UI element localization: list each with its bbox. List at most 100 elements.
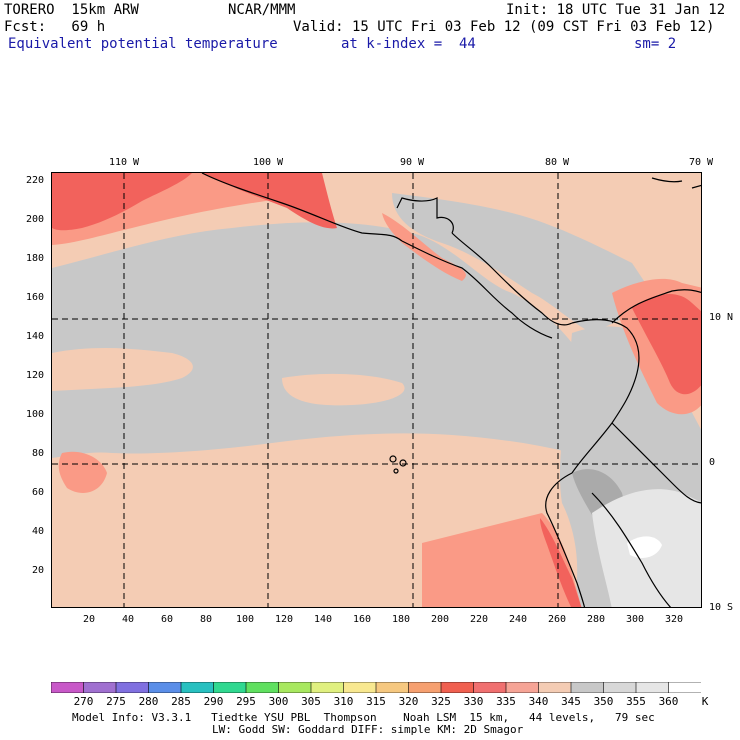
colorbar-label: 340: [528, 695, 549, 708]
theta-e-field-map: [52, 173, 701, 607]
colorbar-label: 355: [626, 695, 646, 708]
init-time: Init: 18 UTC Tue 31 Jan 12: [506, 2, 726, 18]
lon-label-80w: 80 W: [544, 157, 570, 168]
colorbar-swatch: [213, 682, 247, 693]
colorbar-label: 275: [106, 695, 126, 708]
salmon-peru-coast: [422, 513, 582, 607]
colorbar-label: 305: [301, 695, 321, 708]
lon-label-70w: 70 W: [688, 157, 714, 168]
colorbar-swatch: [278, 682, 312, 693]
lat-label-10n: 10 N: [709, 312, 734, 323]
colorbar-swatch: [375, 682, 410, 693]
colorbar-label: 350: [593, 695, 614, 708]
lat-lon-grid: [52, 173, 701, 607]
coast-yucatan: [396, 197, 454, 234]
colorbar-swatch: [538, 682, 572, 693]
colorbar-swatch: [51, 682, 85, 693]
x-tick-60: 60: [160, 614, 174, 625]
colorbar-label: 330: [463, 695, 484, 708]
x-tick-220: 220: [469, 614, 489, 625]
colorbar-label: 325: [431, 695, 451, 708]
colorbar-label: 315: [366, 695, 386, 708]
tan-patch-west: [52, 348, 193, 391]
colorbar-label: 270: [73, 695, 94, 708]
x-tick-240: 240: [508, 614, 528, 625]
field-name: Equivalent potential temperature: [8, 36, 278, 52]
colorbar-label: 300: [268, 695, 289, 708]
coast-venezuela: [611, 289, 701, 324]
x-tick-100: 100: [235, 614, 255, 625]
x-tick-300: 300: [625, 614, 645, 625]
colorbar-swatch: [115, 682, 150, 693]
colorbar-swatch: [83, 682, 117, 693]
y-tick-80: 80: [31, 448, 44, 459]
coast-central-america: [401, 240, 553, 339]
coast-mexico: [201, 173, 403, 242]
colorbar-label: 280: [138, 695, 159, 708]
salmon-southwest: [58, 451, 107, 493]
colorbar-swatch: [180, 682, 215, 693]
red-northwest: [52, 173, 192, 231]
y-tick-220: 220: [25, 175, 44, 186]
y-tick-120: 120: [25, 370, 44, 381]
colorbar-swatch: [505, 682, 540, 693]
y-tick-160: 160: [25, 292, 44, 303]
colorbar-swatch: [570, 682, 605, 693]
lon-label-110w: 110 W: [108, 157, 140, 168]
model-info-line1: Model Info: V3.3.1 Tiedtke YSU PBL Thomp…: [72, 711, 655, 724]
organization-label: NCAR/MMM: [228, 2, 296, 18]
y-tick-200: 200: [25, 214, 44, 225]
colorbar-label: 360: [658, 695, 679, 708]
map-panel: [51, 172, 702, 608]
colorbar-swatch: [473, 682, 507, 693]
model-title: TORERO 15km ARW: [4, 2, 139, 18]
x-tick-20: 20: [82, 614, 96, 625]
colorbar-label: 295: [236, 695, 256, 708]
salmon-ca-coast: [382, 213, 466, 281]
coast-caribbean-islands: [651, 177, 701, 189]
colorbar-swatch: [343, 682, 377, 693]
y-tick-60: 60: [31, 487, 44, 498]
colorbar-label: 345: [561, 695, 581, 708]
x-tick-200: 200: [430, 614, 450, 625]
valid-time: Valid: 15 UTC Fri 03 Feb 12 (09 CST Fri …: [293, 19, 715, 35]
lat-label-10s: 10 S: [709, 602, 734, 613]
colorbar: [51, 682, 701, 693]
forecast-hour: Fcst: 69 h: [4, 19, 106, 35]
x-tick-140: 140: [313, 614, 333, 625]
gray-central-america: [392, 193, 652, 333]
x-tick-260: 260: [547, 614, 567, 625]
y-tick-140: 140: [25, 331, 44, 342]
colorbar-label: 335: [496, 695, 516, 708]
x-tick-80: 80: [199, 614, 213, 625]
smoothing-info: sm= 2: [634, 36, 677, 52]
colorbar-label: 290: [203, 695, 224, 708]
model-info-line2: LW: Godd SW: Goddard DIFF: simple KM: 2D…: [212, 723, 524, 736]
colorbar-swatch: [310, 682, 345, 693]
colorbar-swatch: [148, 682, 182, 693]
colorbar-label: 310: [333, 695, 354, 708]
galapagos-islands: [389, 455, 407, 474]
gray-band-upper: [52, 260, 472, 343]
colorbar-swatch: [603, 682, 637, 693]
lat-label-0: 0: [709, 457, 716, 468]
border-andes: [591, 492, 672, 607]
coast-ecuador-peru: [545, 472, 586, 607]
y-tick-20: 20: [31, 565, 44, 576]
colorbar-label: 320: [398, 695, 419, 708]
x-tick-120: 120: [274, 614, 294, 625]
coast-ca-caribbean: [451, 232, 573, 326]
x-tick-160: 160: [352, 614, 372, 625]
y-tick-100: 100: [25, 409, 44, 420]
x-tick-180: 180: [391, 614, 411, 625]
x-tick-320: 320: [664, 614, 684, 625]
lon-label-90w: 90 W: [399, 157, 425, 168]
colorbar-swatch: [635, 682, 670, 693]
colorbar-swatch: [408, 682, 442, 693]
y-tick-40: 40: [31, 526, 44, 537]
lon-label-100w: 100 W: [252, 157, 284, 168]
red-peru-coast: [540, 518, 582, 607]
colorbar-swatch: [245, 682, 280, 693]
level-info: at k-index = 44: [341, 36, 476, 52]
border-peru-brazil: [611, 422, 701, 504]
